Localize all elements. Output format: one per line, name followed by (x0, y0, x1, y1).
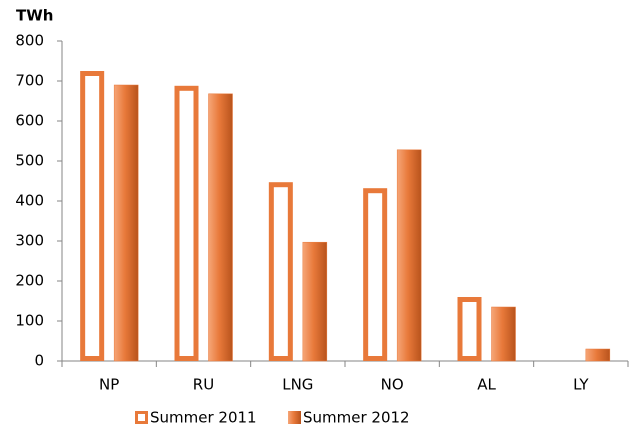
x-tick-label: AL (477, 376, 496, 394)
legend-swatch (135, 411, 148, 424)
legend-label: Summer 2011 (150, 409, 257, 427)
y-tick-label: 100 (15, 312, 44, 330)
bar (363, 188, 388, 361)
x-tick-label: NO (381, 376, 404, 394)
bar (174, 85, 199, 362)
y-tick-label: 400 (15, 192, 44, 210)
bar (457, 297, 482, 361)
bar (491, 306, 516, 362)
x-tick-label: LY (573, 376, 589, 394)
x-tick-label: NP (99, 376, 119, 394)
bar (208, 93, 233, 362)
y-tick-label: 800 (15, 32, 44, 50)
y-tick-label: 600 (15, 112, 44, 130)
y-tick-label: 200 (15, 272, 44, 290)
y-tick-label: 0 (34, 352, 44, 370)
x-tick-label: LNG (282, 376, 313, 394)
bar (302, 241, 328, 362)
y-tick-label: 500 (15, 152, 44, 170)
bar (268, 182, 293, 361)
y-tick-label: 300 (15, 232, 44, 250)
bar (396, 149, 422, 362)
bar (113, 84, 139, 362)
legend-swatch (288, 411, 301, 424)
y-axis-label: TWh (16, 7, 53, 25)
bar (80, 71, 105, 361)
x-tick-label: RU (193, 376, 214, 394)
bar (585, 348, 611, 362)
legend-label: Summer 2012 (303, 409, 410, 427)
y-tick-label: 700 (15, 72, 44, 90)
